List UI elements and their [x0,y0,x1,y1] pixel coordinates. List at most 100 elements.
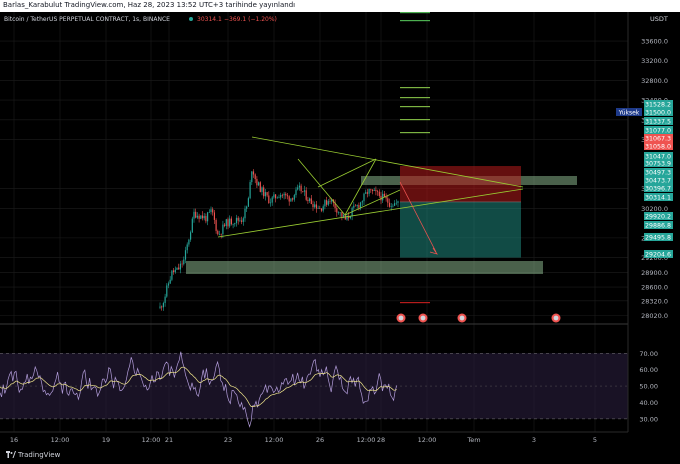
candle-body[interactable] [246,206,248,209]
price-label-tag[interactable] [644,176,673,184]
trendline-upper[interactable] [251,136,524,188]
candle-body[interactable] [302,191,304,192]
candle-body[interactable] [292,198,294,200]
wedge-line-c[interactable] [317,158,377,188]
candle-body[interactable] [234,223,236,225]
candle-body[interactable] [212,209,214,213]
candle-body[interactable] [275,194,277,199]
wedge-line-d[interactable] [344,189,401,216]
candle-body[interactable] [295,189,297,196]
price-chart[interactable]: USDT33600.033200.032800.032400.032000.03… [0,12,680,447]
candle-body[interactable] [162,303,164,308]
candle-body[interactable] [173,270,175,273]
candle-body[interactable] [237,217,239,221]
candle-body[interactable] [298,185,300,188]
candle-body[interactable] [326,200,328,205]
candle-body[interactable] [285,193,287,196]
candle-body[interactable] [319,208,321,209]
candle-body[interactable] [280,194,282,198]
high-tag[interactable] [616,108,642,116]
price-label-tag[interactable] [644,126,673,134]
candle-body[interactable] [329,201,331,202]
candle-body[interactable] [215,219,217,231]
candle-body[interactable] [353,205,355,208]
candle-body[interactable] [210,209,212,212]
candle-body[interactable] [195,211,197,218]
candle-body[interactable] [375,189,377,192]
candle-body[interactable] [380,195,382,201]
candle-body[interactable] [247,198,249,207]
candle-body[interactable] [232,224,234,225]
candle-body[interactable] [349,216,351,219]
price-label-tag[interactable] [644,159,673,167]
candle-body[interactable] [161,306,163,308]
candle-body[interactable] [363,193,365,202]
candle-body[interactable] [312,204,314,208]
candle-body[interactable] [164,296,166,304]
candle-body[interactable] [184,250,187,260]
candle-body[interactable] [385,196,387,199]
candle-body[interactable] [339,212,341,213]
candle-body[interactable] [266,192,268,196]
candle-body[interactable] [368,188,370,194]
price-label-tag[interactable] [644,168,673,176]
candle-body[interactable] [278,197,280,199]
candle-body[interactable] [283,193,285,196]
candle-body[interactable] [288,196,290,202]
candle-body[interactable] [159,306,161,308]
candle-body[interactable] [320,208,323,211]
candle-body[interactable] [179,263,181,270]
candle-body[interactable] [200,215,202,219]
candle-body[interactable] [203,216,205,219]
candle-body[interactable] [388,202,391,207]
candle-body[interactable] [281,194,283,196]
candle-body[interactable] [360,202,362,208]
candle-body[interactable] [174,269,176,273]
candle-body[interactable] [276,197,278,199]
wedge-line-a[interactable] [297,158,346,216]
candle-body[interactable] [268,195,270,204]
price-axis[interactable] [628,12,680,447]
price-label-tag[interactable] [644,212,673,220]
candle-body[interactable] [303,190,306,192]
candle-body[interactable] [176,267,178,270]
candle-body[interactable] [336,208,338,213]
candle-body[interactable] [317,208,319,209]
price-label-tag[interactable] [644,193,673,201]
candle-body[interactable] [239,220,241,222]
candle-body[interactable] [251,171,253,183]
candle-body[interactable] [225,219,227,226]
candle-body[interactable] [300,185,302,192]
candle-body[interactable] [171,270,173,280]
candle-body[interactable] [315,204,317,209]
candle-body[interactable] [334,202,336,209]
candle-body[interactable] [348,216,350,219]
candle-body[interactable] [394,203,396,206]
candle-body[interactable] [208,211,210,213]
candle-body[interactable] [256,179,258,186]
candle-body[interactable] [169,279,171,284]
candle-body[interactable] [387,198,389,203]
short-stop-box[interactable] [400,166,521,202]
candle-body[interactable] [361,201,363,203]
candle-body[interactable] [354,205,357,207]
candle-body[interactable] [273,194,275,198]
candle-body[interactable] [286,195,289,197]
price-label-tag[interactable] [644,233,673,241]
candle-body[interactable] [341,212,343,217]
candle-body[interactable] [305,190,307,200]
candle-body[interactable] [242,218,244,222]
support-zone[interactable] [186,261,543,274]
candle-body[interactable] [293,195,295,200]
candle-body[interactable] [263,187,265,197]
candle-body[interactable] [191,218,193,233]
candle-body[interactable] [310,198,312,205]
short-target-box[interactable] [400,201,521,258]
candle-body[interactable] [259,182,261,192]
candle-body[interactable] [395,202,397,204]
price-label-tag[interactable] [644,250,673,258]
candle-body[interactable] [356,205,358,206]
candle-body[interactable] [365,192,367,194]
candle-body[interactable] [196,215,198,218]
candle-body[interactable] [190,232,192,240]
